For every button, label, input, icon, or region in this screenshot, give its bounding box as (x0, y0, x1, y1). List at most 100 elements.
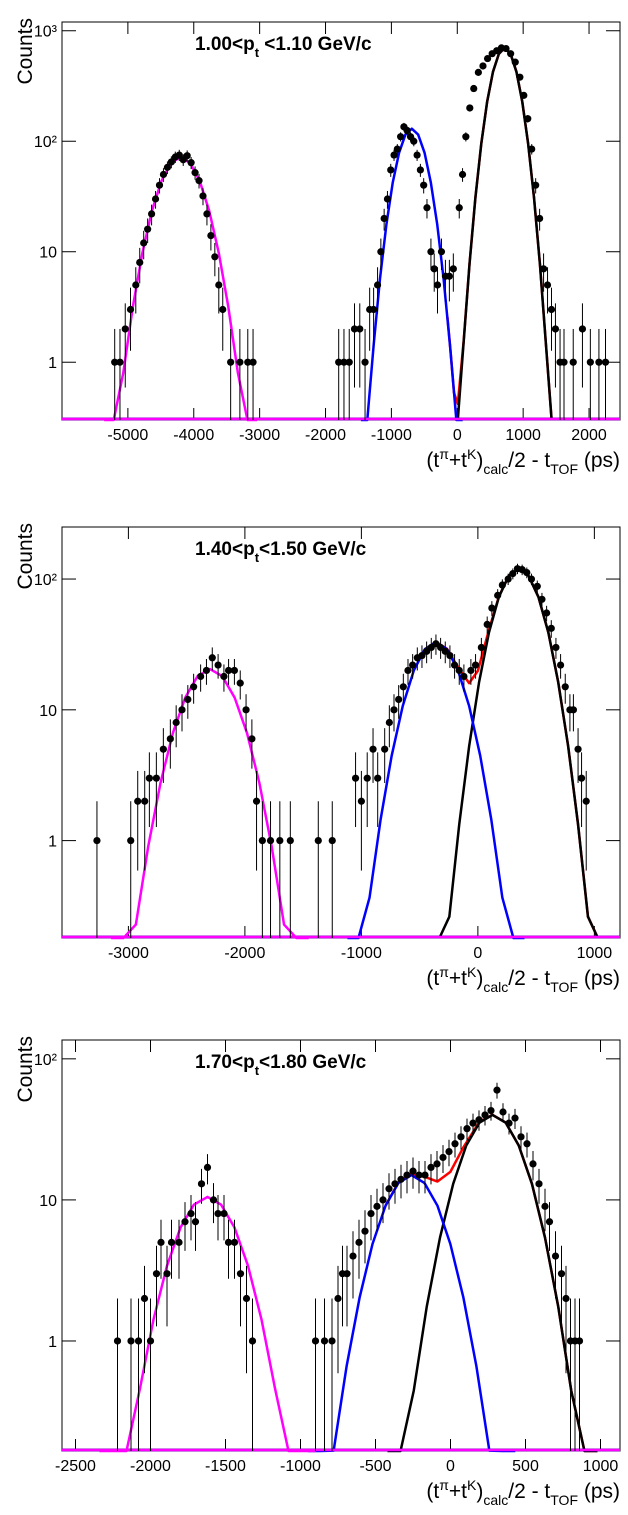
data-point (152, 774, 160, 782)
panel: 1 10 10² -3000 -2000 -1000 0 1000 1.40<pt<1.50 G… (14, 523, 621, 995)
y-tick-label: 10 (39, 1193, 57, 1210)
x-tick-label: -1000 (341, 945, 382, 962)
data-point (582, 797, 590, 805)
text-part: calc (483, 1492, 508, 1508)
data-point (144, 225, 152, 233)
data-point (381, 745, 389, 753)
data-point (147, 210, 156, 218)
data-point (403, 1171, 411, 1179)
data-point (224, 666, 233, 675)
data-point (539, 265, 548, 273)
data-point (379, 1196, 387, 1204)
data-point (248, 735, 256, 743)
data-point (266, 837, 275, 845)
data-point (190, 683, 198, 691)
data-point (463, 1125, 471, 1133)
data-point (462, 133, 470, 141)
data-point (471, 661, 480, 669)
x-tick-label: 1000 (505, 427, 541, 444)
text-part: (t (426, 967, 439, 990)
data-point (249, 358, 257, 366)
data-point (175, 1238, 183, 1246)
data-point (373, 1202, 381, 1210)
x-tick-label: -2000 (130, 1458, 171, 1475)
data-point (505, 1119, 513, 1127)
data-point (460, 672, 468, 681)
data-point (203, 210, 211, 218)
data-point (556, 661, 565, 669)
data-point (157, 1238, 165, 1246)
text-part: t (255, 1063, 260, 1078)
text-part: (t (426, 1480, 439, 1503)
data-point (552, 643, 560, 652)
data-point (535, 1180, 543, 1188)
data-point (418, 651, 426, 660)
data-point (575, 1337, 584, 1345)
data-point (520, 91, 528, 99)
data-point (258, 837, 266, 845)
data-point (569, 706, 578, 714)
text-part: t (255, 45, 260, 60)
data-point (187, 1209, 195, 1218)
data-point (152, 1270, 161, 1278)
y-tick-label: 1 (48, 1334, 57, 1351)
y-axis-label: Counts (14, 18, 37, 85)
data-point (184, 695, 192, 704)
text-part: ) (476, 449, 483, 472)
data-point (517, 1133, 525, 1141)
x-tick-label: 0 (453, 427, 462, 444)
data-point (437, 248, 446, 256)
data-point (488, 604, 496, 612)
x-tick-label: -2500 (55, 1458, 96, 1475)
data-point (560, 358, 568, 366)
data-point (166, 735, 174, 743)
data-point (175, 151, 183, 159)
data-point (242, 1294, 251, 1303)
text-part: (ps) (578, 967, 620, 990)
data-point (502, 44, 510, 53)
text-part: 1.70<p (195, 1052, 255, 1073)
data-point (220, 1209, 228, 1218)
data-point (487, 1106, 495, 1115)
text-part: +t (449, 449, 467, 472)
data-point (416, 166, 424, 174)
fit-curve (307, 1173, 516, 1453)
data-point (409, 1167, 417, 1175)
data-point (242, 706, 250, 714)
data-point (215, 281, 223, 289)
data-point (286, 837, 294, 845)
data-point (227, 358, 235, 366)
data-point (509, 570, 517, 578)
panel: 1 10 10² -2500 -2000 -1500 -1000 -500 0 500 1000 1.… (14, 1036, 621, 1508)
text-part: TOF (550, 979, 578, 995)
data-point (601, 358, 610, 366)
data-point (557, 1270, 566, 1278)
x-tick-label: -1000 (280, 1458, 321, 1475)
data-point (577, 774, 586, 782)
text-part: π (439, 446, 449, 462)
y-axis-label: Counts (14, 1036, 37, 1103)
text-part: π (439, 964, 449, 980)
data-point (403, 126, 411, 135)
y-tick-label: 10² (34, 572, 58, 589)
data-point (415, 1171, 423, 1179)
data-point (383, 195, 392, 203)
data-point (351, 774, 360, 782)
data-point (423, 204, 431, 212)
data-point (211, 253, 219, 261)
data-point (134, 1337, 143, 1345)
y-tick-label: 10² (34, 134, 58, 151)
x-tick-label: -3000 (239, 427, 280, 444)
data-point (439, 1153, 447, 1162)
data-point (455, 666, 463, 675)
data-point (527, 575, 536, 583)
data-point (450, 661, 459, 669)
data-point (111, 358, 119, 366)
data-point (561, 683, 569, 691)
data-point (457, 1133, 465, 1141)
x-tick-label: 500 (512, 1458, 539, 1475)
text-part: π (439, 1477, 449, 1493)
data-point (208, 654, 216, 662)
data-point (214, 661, 222, 669)
